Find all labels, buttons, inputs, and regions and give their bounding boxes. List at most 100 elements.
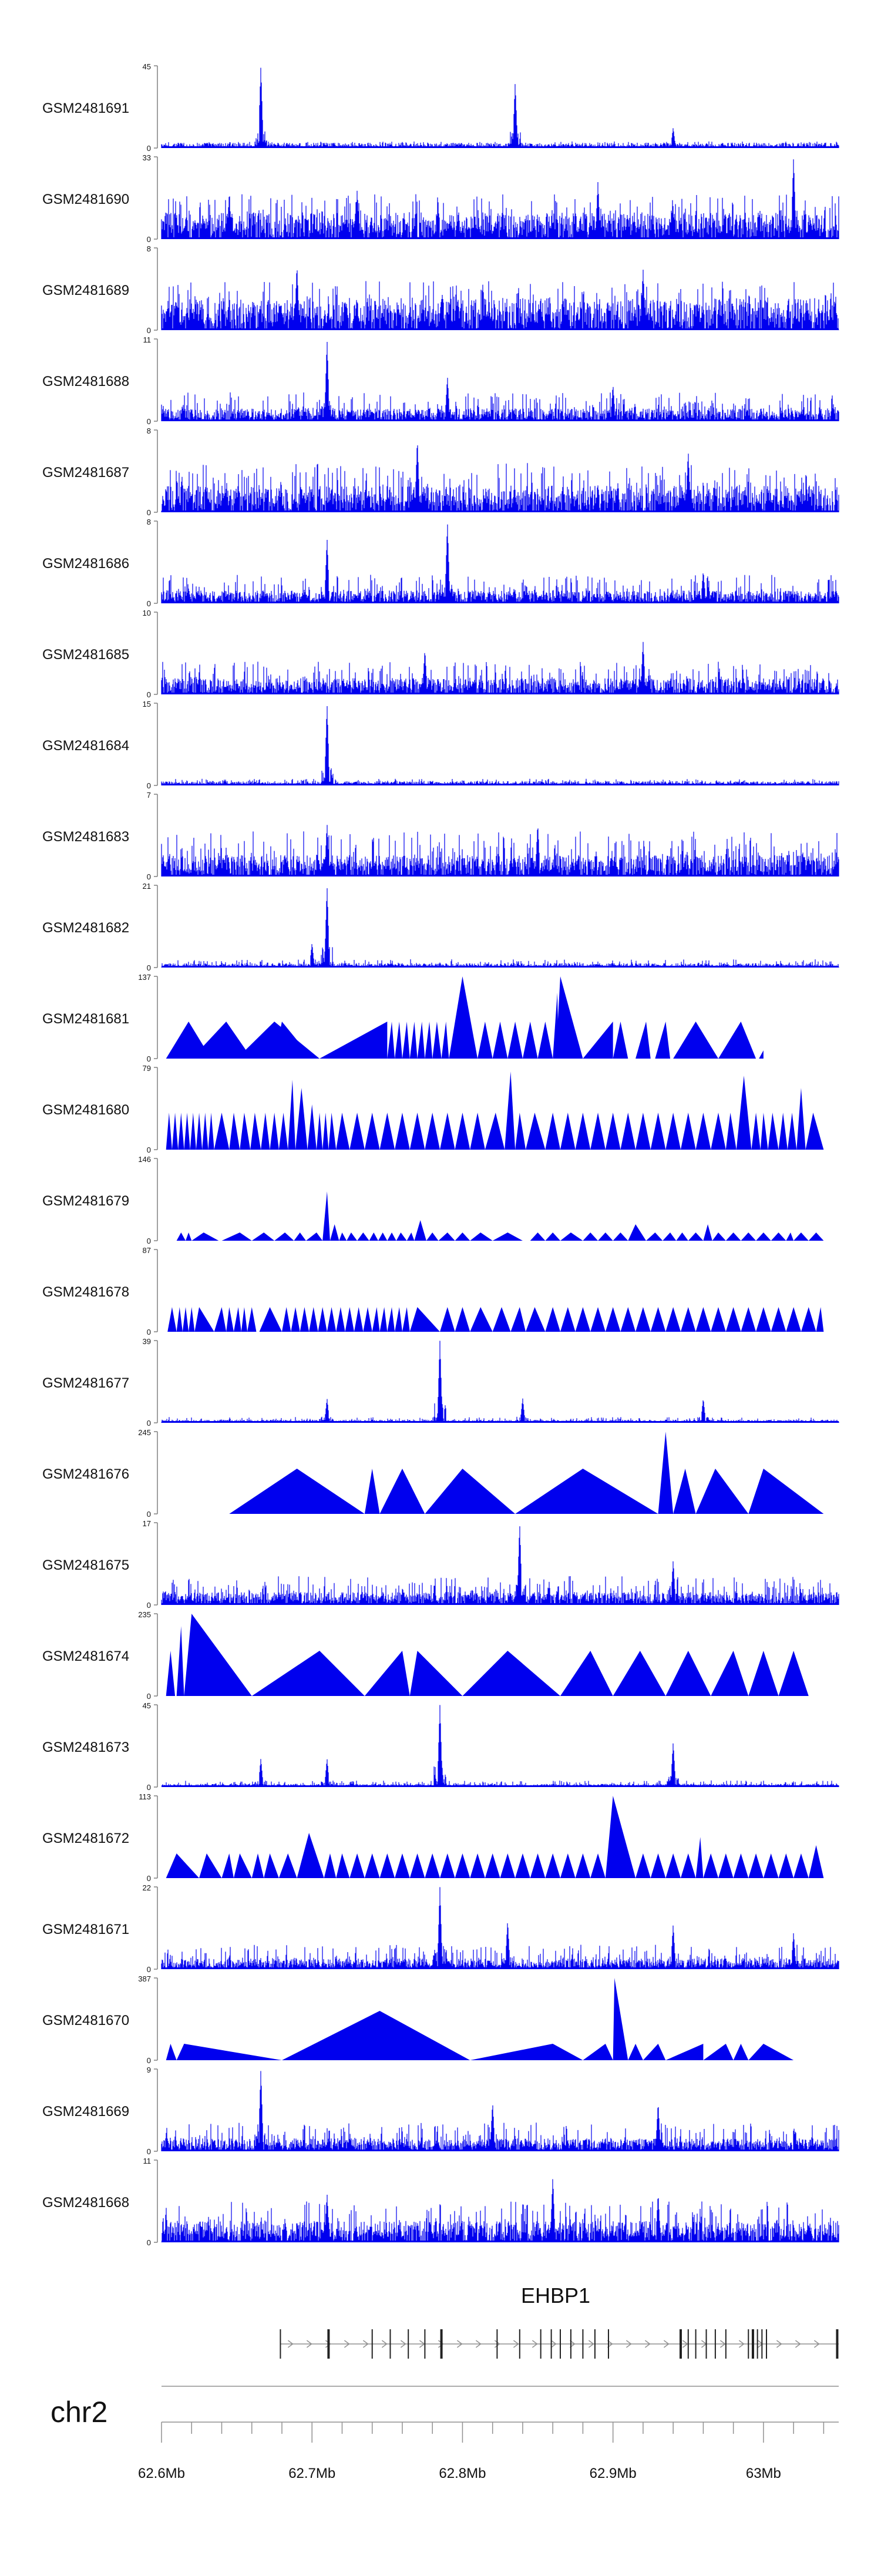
signal-peak	[643, 2044, 666, 2060]
signal-peak	[530, 1853, 546, 1878]
y-tick-max-label: 45	[143, 62, 151, 71]
y-tick-max-label: 45	[143, 1701, 151, 1710]
signal-coverage	[161, 1341, 839, 1423]
y-tick-max-label: 8	[147, 518, 151, 526]
signal-peak	[364, 1113, 380, 1150]
signal-peak	[166, 1651, 176, 1696]
y-tick-max-label: 245	[138, 1428, 151, 1437]
gene-exon	[695, 2329, 697, 2359]
y-tick-max-label: 33	[143, 153, 151, 162]
y-tick-zero-label: 0	[147, 599, 151, 608]
coverage-tracks: GSM2481691450GSM2481690330GSM248168980GS…	[42, 62, 839, 2247]
signal-peak	[264, 1853, 279, 1878]
signal-peak	[316, 1113, 323, 1150]
signal-peak	[191, 1232, 219, 1241]
signal-peak	[635, 1853, 651, 1878]
signal-peak	[167, 1307, 177, 1332]
signal-peak	[778, 1113, 788, 1150]
signal-peak	[628, 1224, 647, 1241]
signal-peak	[387, 1022, 395, 1059]
signal-peak	[703, 2044, 734, 2060]
axis-tick-label: 62.8Mb	[439, 2466, 486, 2481]
signal-peak	[322, 1113, 329, 1150]
signal-peak	[613, 1022, 628, 1059]
signal-peak	[176, 1232, 186, 1241]
track-GSM2481685: GSM2481685 10 0	[42, 609, 839, 699]
gene-exon	[607, 2329, 609, 2359]
y-tick-max-label: 39	[143, 1337, 151, 1346]
signal-peak	[414, 1220, 426, 1241]
signal-peak	[583, 2044, 613, 2060]
signal-peak	[665, 1853, 681, 1878]
track-label: GSM2481684	[42, 738, 129, 754]
y-tick-zero-label: 0	[147, 1510, 151, 1519]
y-tick-zero-label: 0	[147, 1692, 151, 1701]
signal-peak	[172, 1113, 179, 1150]
gene-exon	[371, 2329, 373, 2359]
y-tick-max-label: 10	[143, 609, 151, 617]
gene-exon	[761, 2329, 763, 2359]
signal-peak	[590, 1853, 606, 1878]
gene-exon	[559, 2329, 561, 2359]
signal-coverage	[161, 270, 839, 330]
gene-exon	[519, 2329, 520, 2359]
signal-peak	[432, 1022, 442, 1059]
signal-peak	[768, 1113, 779, 1150]
signal-peak	[583, 1232, 598, 1241]
signal-peak	[575, 1853, 591, 1878]
track-label: GSM2481690	[42, 192, 129, 207]
signal-peak	[345, 1307, 354, 1332]
y-tick-zero-label: 0	[147, 2238, 151, 2247]
strand-arrow	[757, 2340, 764, 2348]
signal-peak	[184, 1614, 252, 1696]
y-tick-zero-label: 0	[147, 1965, 151, 1974]
track-GSM2481689: GSM2481689 8 0	[42, 244, 839, 335]
signal-peak	[470, 1232, 493, 1241]
signal-peak	[372, 1307, 380, 1332]
signal-coverage	[161, 706, 839, 785]
signal-peak	[771, 1232, 786, 1241]
strand-arrow	[494, 2340, 500, 2348]
signal-peak	[590, 1307, 606, 1332]
signal-peak	[545, 1232, 560, 1241]
signal-peak	[545, 1113, 560, 1150]
y-tick-max-label: 8	[147, 426, 151, 435]
signal-peak	[736, 1076, 752, 1150]
signal-peak	[741, 1307, 756, 1332]
signal-peak	[191, 1022, 252, 1059]
track-GSM2481688: GSM2481688 11 0	[42, 335, 839, 426]
axis-tick-label: 62.7Mb	[288, 2466, 335, 2481]
gene-exon	[836, 2329, 839, 2359]
signal-peak	[440, 1307, 455, 1332]
gene-exon	[687, 2329, 689, 2359]
signal-peak	[733, 2044, 749, 2060]
signal-peak	[673, 1469, 696, 1514]
signal-peak	[379, 1307, 388, 1332]
signal-peak	[470, 1853, 485, 1878]
signal-coverage	[161, 642, 839, 694]
track-GSM2481690: GSM2481690 33 0	[42, 153, 839, 244]
signal-peak	[650, 1853, 666, 1878]
track-GSM2481669: GSM2481669 9 0	[42, 2065, 839, 2156]
track-GSM2481668: GSM2481668 11 0	[42, 2157, 839, 2247]
track-label: GSM2481671	[42, 1922, 129, 1937]
signal-peak	[748, 1853, 764, 1878]
signal-peak	[673, 1022, 719, 1059]
strand-arrow	[325, 2340, 331, 2348]
strand-arrow	[513, 2340, 519, 2348]
chromosome-label: chr2	[51, 2396, 107, 2429]
signal-peak	[688, 1232, 704, 1241]
signal-peak	[409, 1853, 425, 1878]
signal-peak	[440, 1113, 455, 1150]
track-GSM2481684: GSM2481684 15 0	[42, 700, 839, 790]
track-GSM2481687: GSM2481687 8 0	[42, 426, 839, 517]
track-label: GSM2481675	[42, 1557, 129, 1573]
track-label: GSM2481674	[42, 1648, 129, 1664]
gene-exon	[594, 2329, 596, 2359]
signal-peak	[364, 1853, 380, 1878]
signal-peak	[751, 1113, 761, 1150]
signal-peak	[492, 1022, 508, 1059]
signal-peak	[196, 1113, 203, 1150]
signal-peak	[176, 1626, 184, 1696]
signal-peak	[295, 1088, 308, 1150]
